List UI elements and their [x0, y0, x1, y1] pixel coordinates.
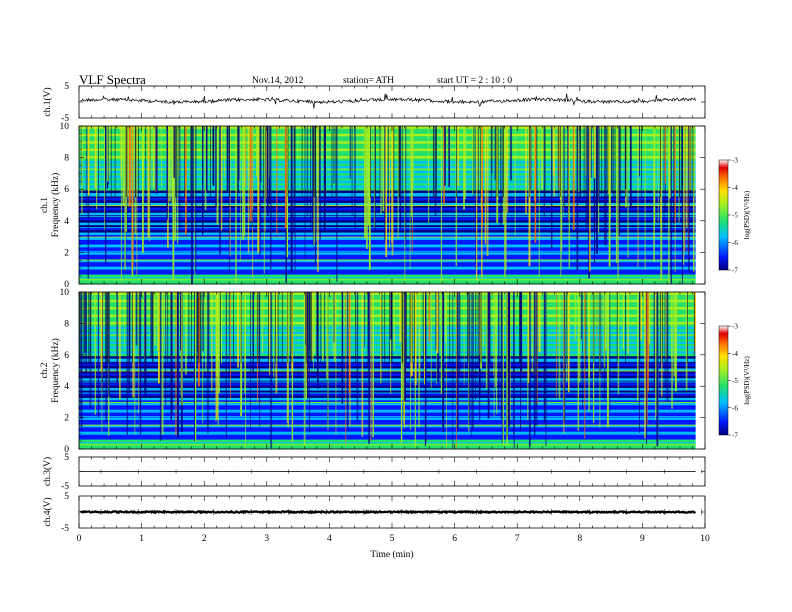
- y-tick-label: 2: [64, 414, 69, 424]
- x-tick-label: 4: [327, 534, 332, 544]
- x-tick-label: 2: [202, 534, 207, 544]
- x-tick-label: 7: [515, 534, 520, 544]
- x-tick-label: 3: [264, 534, 269, 544]
- x-tick-label: 5: [390, 534, 395, 544]
- spectrogram-image: [79, 292, 696, 450]
- channel-label: ch.2: [40, 362, 50, 378]
- y-tick-label: 5: [64, 453, 69, 463]
- y-tick-label: -5: [61, 524, 69, 534]
- colorbar-title: log(PSD)(V²/Hz): [743, 356, 751, 405]
- y-tick-label: 0: [64, 280, 69, 290]
- y-tick-label: 8: [64, 319, 69, 329]
- colorbar-tick-label: -4: [732, 184, 738, 192]
- figure-title: VLF Spectra: [79, 72, 146, 87]
- y-tick-label: -5: [61, 482, 69, 492]
- y-tick-label: 4: [64, 382, 69, 392]
- colorbar-tick-label: -5: [732, 377, 738, 385]
- waveform-trace: [80, 93, 696, 109]
- x-axis-title: Time (min): [370, 549, 413, 560]
- y-axis-title: ch.1(V): [42, 87, 53, 116]
- y-tick-label: 8: [64, 154, 69, 164]
- colorbar-tick-label: -3: [732, 157, 738, 165]
- y-axis-title: Frequency (kHz): [50, 338, 61, 403]
- colorbar-tick-label: -5: [732, 212, 738, 220]
- ch1-spectrogram: 0 2 4 6 8 10 ch.1 Frequency (kHz) -3 -4 -5 -6 -7 log(…: [40, 122, 751, 290]
- y-axis-title: Frequency (kHz): [50, 173, 61, 238]
- colorbar-title: log(PSD)(V²/Hz): [743, 190, 751, 239]
- colorbar-tick-label: -6: [732, 239, 738, 247]
- date-label: Nov.14, 2012: [252, 76, 304, 86]
- y-axis-title: ch.3(V): [42, 457, 53, 486]
- y-tick-label: -5: [61, 114, 69, 124]
- y-tick-label: 5: [64, 82, 69, 92]
- ch4-waveform: 5 -5 ch.4(V) 0 1 2 3 4 5 6 7 8 9 10: [42, 492, 710, 544]
- colorbar: -3 -4 -5 -6 -7 log(PSD)(V²/Hz): [718, 157, 751, 275]
- x-tick-label: 1: [139, 534, 144, 544]
- ch3-waveform: 5 -5 ch.3(V): [42, 453, 706, 492]
- colorbar: -3 -4 -5 -6 -7 log(PSD)(V²/Hz): [718, 323, 751, 440]
- colorbar-tick-label: -3: [732, 323, 738, 331]
- colorbar-tick-label: -4: [732, 350, 738, 358]
- y-tick-label: 2: [64, 248, 69, 258]
- y-tick-label: 10: [60, 288, 70, 298]
- ch1-waveform: 5 -5 ch.1(V): [42, 82, 706, 124]
- start-time-label: start UT = 2 : 10 : 0: [437, 76, 512, 86]
- y-tick-label: 6: [64, 185, 69, 195]
- y-tick-label: 6: [64, 351, 69, 361]
- x-tick-label: 8: [577, 534, 582, 544]
- channel-label: ch.1: [40, 197, 50, 213]
- x-tick-label: 0: [77, 534, 82, 544]
- waveform-trace: [79, 509, 696, 515]
- spectrogram-image: [79, 126, 696, 285]
- colorbar-tick-label: -6: [732, 404, 738, 412]
- station-label: station= ATH: [343, 76, 394, 86]
- x-tick-label: 10: [700, 534, 710, 544]
- y-tick-label: 0: [64, 445, 69, 455]
- ch2-spectrogram: 0 2 4 6 8 10 ch.2 Frequency (kHz) -3 -4 -5 -6 -7 log(…: [40, 288, 751, 455]
- y-tick-label: 5: [64, 492, 69, 502]
- y-tick-label: 10: [60, 122, 70, 132]
- colorbar-tick-label: -7: [732, 267, 738, 275]
- colorbar-tick-label: -7: [732, 432, 738, 440]
- x-tick-label: 6: [452, 534, 457, 544]
- y-axis-title: ch.4(V): [42, 497, 53, 526]
- x-tick-label: 9: [640, 534, 645, 544]
- y-tick-label: 4: [64, 217, 69, 227]
